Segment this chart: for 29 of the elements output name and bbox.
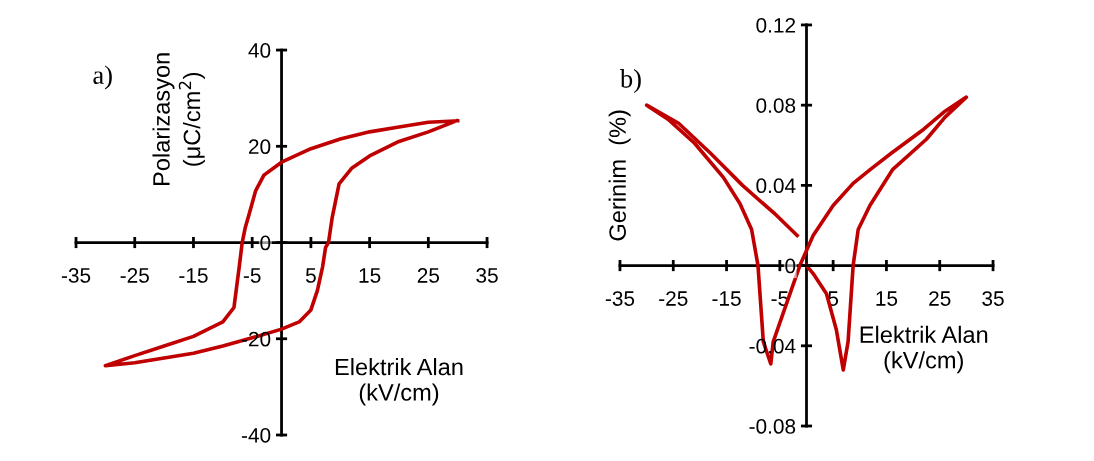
y-tick-label: 0.08 bbox=[756, 98, 796, 113]
x-axis-title: Elektrik Alan (kV/cm) bbox=[335, 358, 463, 406]
x-tick-label: -15 bbox=[179, 268, 208, 283]
text: b) bbox=[619, 69, 641, 93]
x-tick-label: -25 bbox=[659, 291, 688, 306]
x-axis-title: Elektrik Alan (kV/cm) bbox=[860, 325, 988, 374]
text: a) bbox=[93, 65, 112, 90]
x-tick-label: -5 bbox=[243, 268, 261, 283]
x-tick-label: 5 bbox=[305, 268, 316, 283]
x-tick-label: 25 bbox=[929, 291, 951, 306]
y-tick-label: 0.04 bbox=[756, 178, 796, 194]
x-tick-label: -35 bbox=[605, 291, 635, 306]
y-tick-label: 0 bbox=[785, 258, 796, 274]
y-tick-label: 0.12 bbox=[756, 17, 796, 33]
y-axis-title: Polarizasyon (μC/cm$^{2}$) bbox=[152, 53, 205, 185]
x-tick-label: 15 bbox=[359, 268, 381, 283]
y-axis-title: Gerinim (%) bbox=[608, 110, 631, 241]
y-tick-label: 40 bbox=[248, 43, 271, 58]
x-tick-label: 35 bbox=[982, 291, 1004, 306]
x-tick-label: 15 bbox=[876, 291, 898, 306]
y-tick-label: -40 bbox=[241, 428, 271, 443]
x-tick-label: -15 bbox=[712, 291, 741, 306]
x-tick-label: 25 bbox=[417, 268, 440, 283]
y-tick-label: 20 bbox=[249, 139, 271, 155]
x-tick-label: -35 bbox=[61, 268, 91, 283]
x-tick-label: 35 bbox=[476, 268, 498, 283]
y-tick-label: 0 bbox=[260, 235, 271, 251]
x-tick-label: -25 bbox=[120, 268, 149, 283]
y-tick-label: -0.08 bbox=[749, 419, 796, 434]
